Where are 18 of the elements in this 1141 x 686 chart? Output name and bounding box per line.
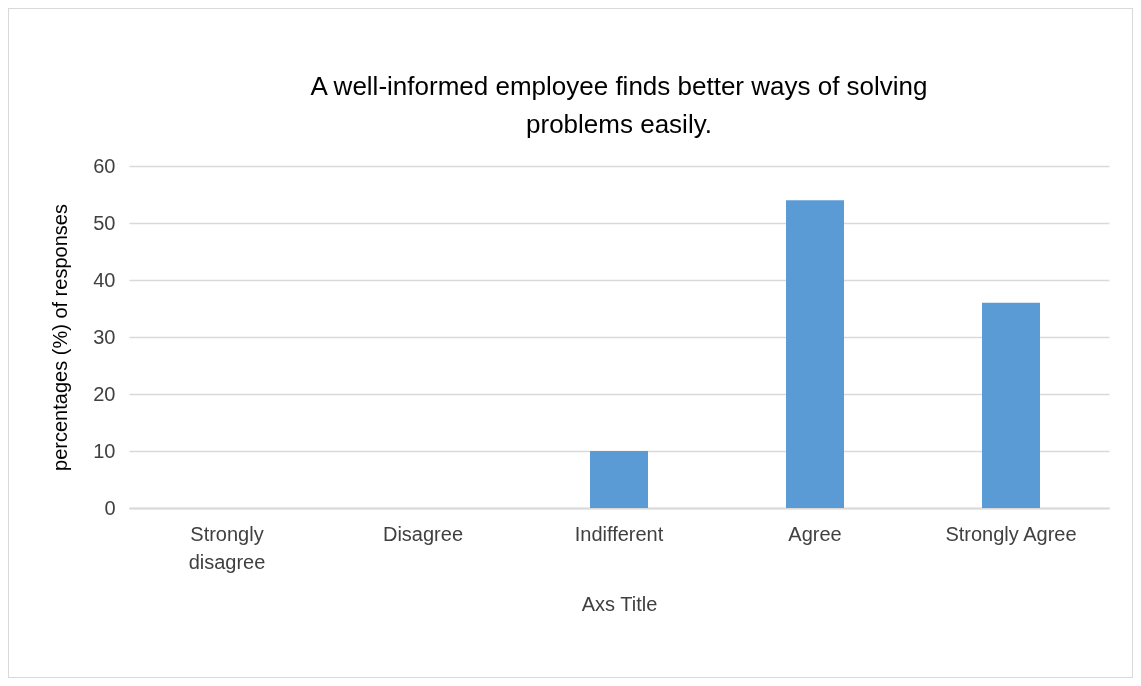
y-tick-label: 50 <box>93 211 116 234</box>
bar <box>982 302 1040 508</box>
y-tick-label: 20 <box>93 382 116 405</box>
y-tick-label: 40 <box>93 268 116 291</box>
x-tick-label: Agree <box>788 522 842 545</box>
y-tick-label: 30 <box>93 325 116 348</box>
y-tick-label: 10 <box>93 439 116 462</box>
y-axis-title: percentages (%) of responses <box>49 204 72 471</box>
bar <box>786 200 844 508</box>
x-axis-title: Axs Title <box>581 592 658 615</box>
x-tick-label: Indifferent <box>574 522 664 545</box>
bar <box>590 451 648 508</box>
x-tick-label: Disagree <box>382 522 464 545</box>
x-tick-label: Strongly Agree <box>945 522 1077 545</box>
chart-title: A well-informed employee finds better ways of solving problems easily. <box>310 71 928 139</box>
x-tick-label: Strongly disagree <box>188 522 266 573</box>
y-tick-label: 60 <box>93 154 116 177</box>
y-tick-label: 0 <box>104 496 116 519</box>
